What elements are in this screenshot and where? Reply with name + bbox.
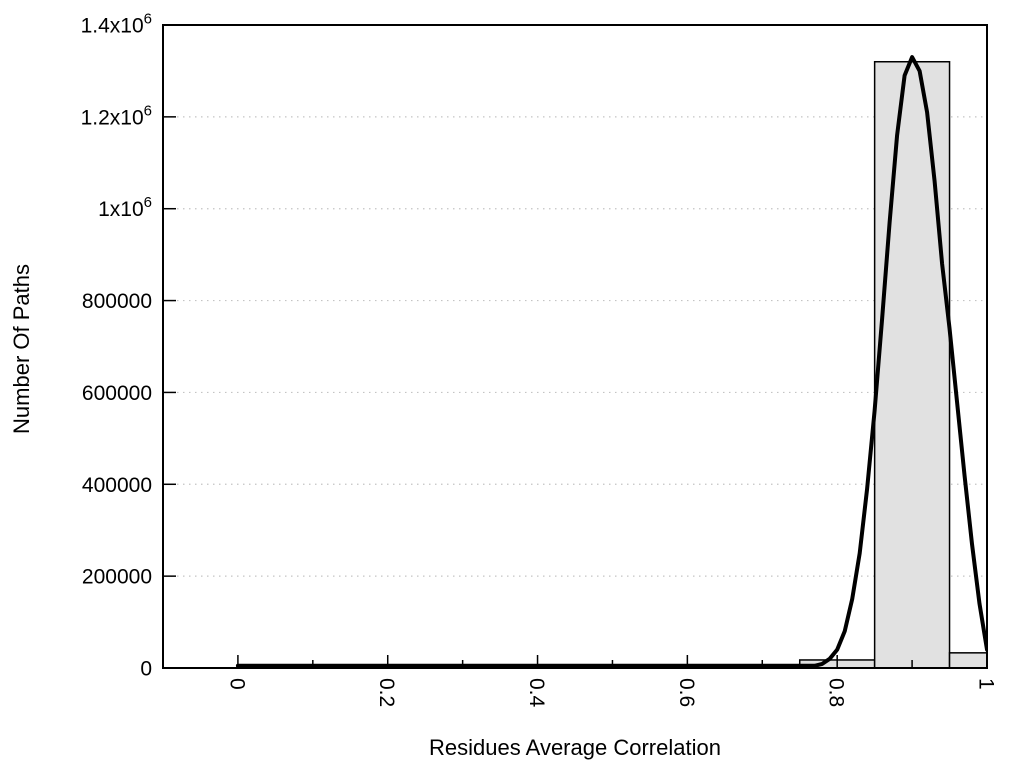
x-tick-label: 0.8: [825, 678, 848, 707]
x-tick-label: 1: [975, 678, 998, 690]
y-tick-label: 400000: [82, 474, 152, 497]
y-tick-label: 0: [140, 658, 152, 681]
x-tick-label: 0.2: [375, 678, 398, 707]
y-tick-label: 600000: [82, 382, 152, 405]
plot-border: [162, 24, 988, 669]
x-tick-label: 0.4: [525, 678, 548, 708]
y-tick-label: 800000: [82, 290, 152, 313]
y-tick-label: 200000: [82, 566, 152, 589]
histogram-bar: [948, 652, 988, 669]
y-tick-label: 1x106: [98, 194, 152, 221]
x-axis-title: Residues Average Correlation: [429, 735, 721, 760]
x-tick-label: 0.6: [675, 678, 698, 707]
y-tick-label: 1.4x106: [81, 11, 152, 38]
histogram-bar: [873, 60, 951, 669]
x-tick-label: 0: [225, 678, 248, 690]
y-tick-label: 1.2x106: [81, 102, 152, 129]
